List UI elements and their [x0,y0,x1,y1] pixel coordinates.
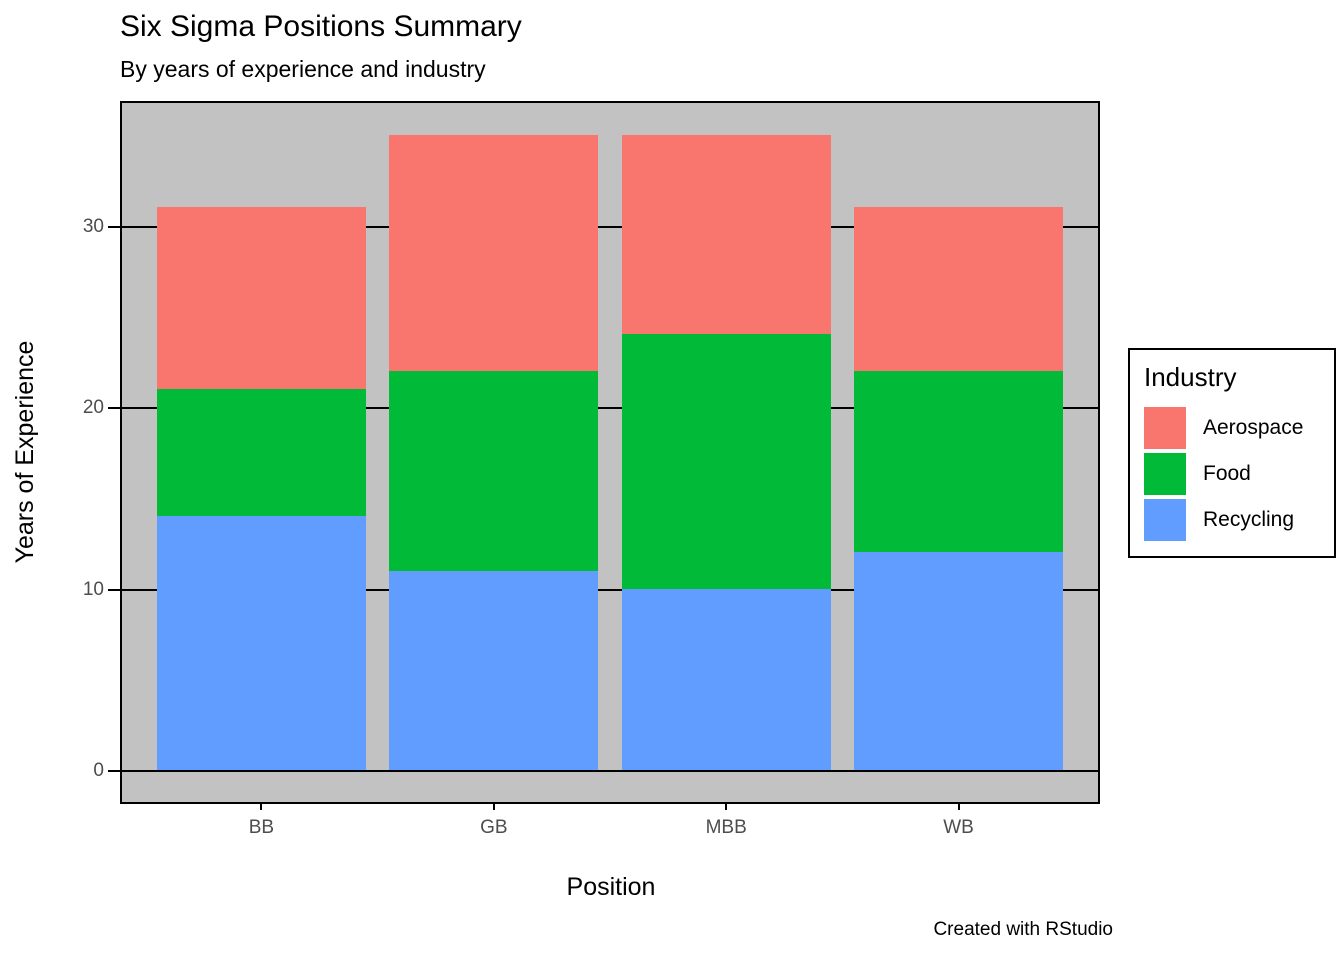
y-tick-0 [108,770,122,773]
y-tick-label-20: 20 [82,397,104,419]
gridline-y-10 [122,588,1098,591]
x-tick-label-MBB: MBB [705,817,747,838]
y-axis-title: Years of Experience [11,340,39,564]
bar-segment-WB-Aerospace [854,207,1064,371]
legend-item-food: Food [1144,453,1334,495]
y-tick-20 [108,407,122,410]
y-tick-10 [108,588,122,591]
x-tick-MBB [725,802,728,810]
bar-segment-WB-Recycling [854,552,1064,771]
legend-item-aerospace: Aerospace [1144,407,1334,449]
x-tick-label-BB: BB [248,817,275,838]
legend-swatch-food [1144,453,1186,495]
bar-segment-BB-Aerospace [156,207,366,389]
x-tick-BB [260,802,263,810]
legend: Industry Aerospace Food Recycling [1128,348,1336,558]
y-tick-label-30: 30 [82,215,104,237]
plot-panel [120,101,1100,804]
legend-swatch-recycling [1144,499,1186,541]
legend-title: Industry [1144,362,1237,392]
bar-segment-WB-Food [854,370,1064,553]
x-axis-title: Position [566,873,656,901]
x-tick-WB [957,802,960,810]
bar-segment-MBB-Recycling [621,588,831,771]
legend-items: Aerospace Food Recycling [1144,407,1334,541]
legend-swatch-aerospace [1144,407,1186,449]
bar-segment-MBB-Aerospace [621,134,831,335]
gridline-y-30 [122,225,1098,228]
bar-segment-GB-Food [389,370,599,571]
legend-label-food: Food [1203,462,1251,485]
legend-label-recycling: Recycling [1203,508,1295,531]
bar-segment-BB-Food [156,388,366,517]
x-tick-GB [492,802,495,810]
bar-segment-BB-Recycling [156,516,366,771]
y-tick-30 [108,225,122,228]
chart-subtitle: By years of experience and industry [120,56,486,82]
x-tick-label-GB: GB [480,817,508,838]
legend-item-recycling: Recycling [1144,499,1334,541]
legend-label-aerospace: Aerospace [1203,416,1304,439]
y-tick-label-0: 0 [93,760,104,782]
bar-segment-GB-Aerospace [389,134,599,371]
gridline-y-20 [122,407,1098,410]
y-tick-label-10: 10 [82,578,104,600]
bar-segment-GB-Recycling [389,570,599,771]
chart-title: Six Sigma Positions Summary [120,10,522,43]
gridline-y-0 [122,770,1098,773]
caption: Created with RStudio [933,919,1113,940]
x-tick-label-WB: WB [943,817,974,838]
bar-segment-MBB-Food [621,334,831,589]
